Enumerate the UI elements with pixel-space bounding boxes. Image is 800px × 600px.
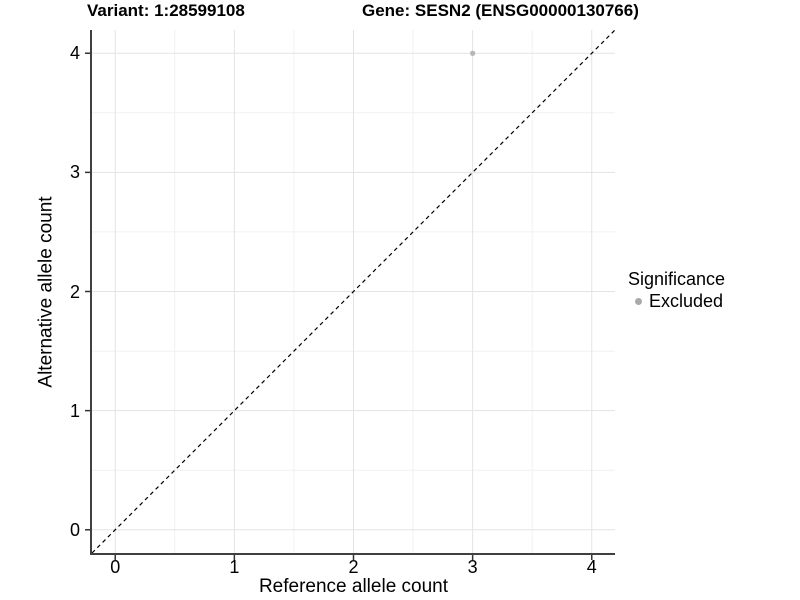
x-tick-label-0: 0 — [110, 557, 121, 577]
identity-line — [91, 29, 616, 554]
y-tick-label-2: 2 — [69, 281, 80, 302]
legend-item-label: Excluded — [649, 291, 724, 311]
y-tick-label-0: 0 — [69, 519, 80, 540]
x-tick-label-1: 1 — [229, 557, 240, 577]
x-tick-label-3: 3 — [467, 557, 478, 577]
variant-title: Variant: 1:28599108 — [87, 1, 245, 20]
y-tick-label-1: 1 — [69, 400, 80, 421]
y-axis-title: Alternative allele count — [35, 196, 57, 388]
x-axis-title: Reference allele count — [258, 576, 449, 597]
y-tick-label-4: 4 — [69, 43, 80, 64]
excluded-point-icon — [635, 298, 642, 305]
legend-item-excluded: Excluded — [628, 292, 725, 311]
y-tick-label-3: 3 — [69, 162, 80, 183]
legend-title: Significance — [628, 269, 726, 289]
legend: Significance Excluded — [628, 270, 725, 311]
x-tick-label-4: 4 — [586, 557, 597, 577]
data-point-excluded — [470, 50, 476, 56]
x-tick-label-2: 2 — [348, 557, 359, 577]
gene-title: Gene: SESN2 (ENSG00000130766) — [362, 1, 639, 20]
